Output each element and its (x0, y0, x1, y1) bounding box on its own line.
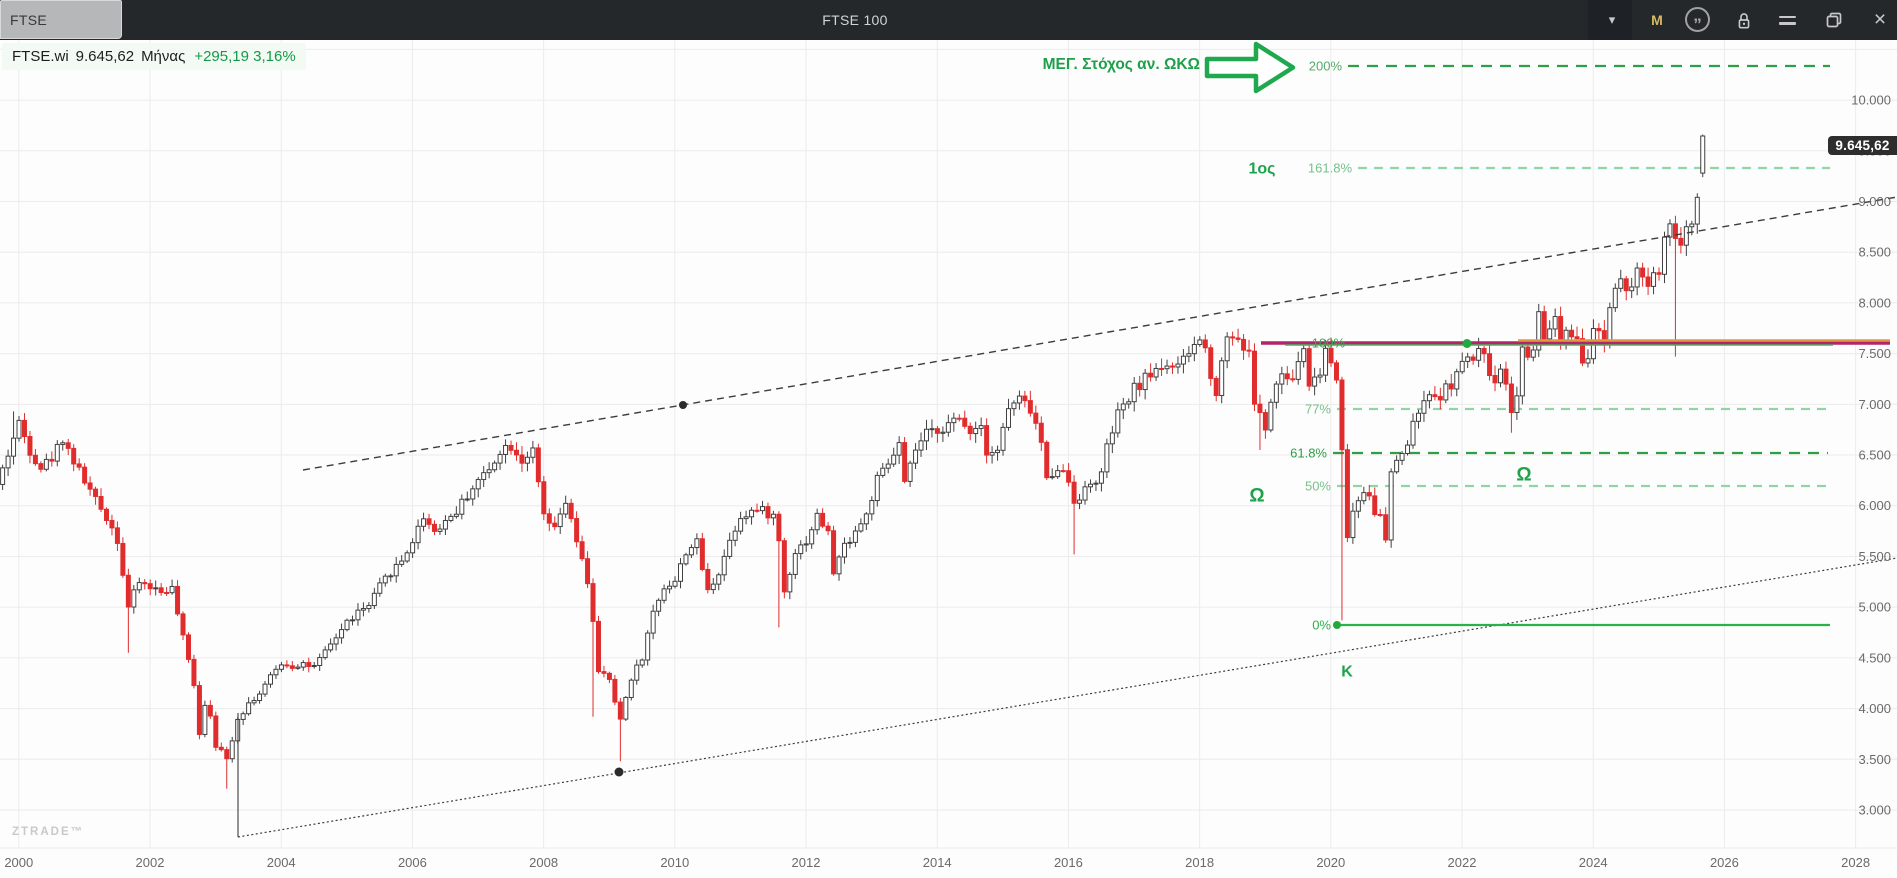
trendlines[interactable] (237, 196, 1897, 838)
time-axis-label: 2010 (660, 855, 689, 870)
quotes-icon[interactable]: ” (1685, 7, 1710, 33)
window-title: FTSE 100 (822, 12, 888, 28)
time-axis-labels: 2000 2002 2004 2006 2008 2010 2012 2014 2016 2018… (4, 855, 1870, 870)
fibonacci-labels: 200% 161.8% 100% 77% 61.8% 50% 0% (1290, 59, 1352, 633)
price-axis-label: 8.000 (1858, 295, 1891, 310)
label-omega-left: Ω (1249, 486, 1264, 507)
label-first-target: 1ος (1249, 161, 1276, 178)
fibonacci-extension-lines[interactable] (1333, 64, 1830, 488)
time-axis-label: 2000 (4, 855, 33, 870)
price-axis-label: 4.500 (1858, 650, 1891, 665)
fib-label-0%: 0% (1312, 618, 1331, 633)
label-kappa: Κ (1341, 664, 1353, 681)
titlebar-dark-segment (1588, 0, 1632, 40)
window-title-bar: FTSE FTSE 100 ▾ M ” × (0, 0, 1897, 40)
overlay-ray-lines[interactable] (1261, 339, 1890, 629)
fib-label-161.8%: 161.8% (1308, 161, 1353, 176)
time-axis-label: 2006 (398, 855, 427, 870)
symbol-period: Μήνας (141, 48, 186, 65)
candlestick-series (0, 134, 1706, 789)
price-axis-label: 7.500 (1858, 346, 1891, 361)
symbol-change: +295,19 (194, 48, 249, 65)
price-axis-label: 9.000 (1858, 194, 1891, 209)
time-axis-label: 2002 (136, 855, 165, 870)
price-axis-labels: 10.0009.5009.0008.5008.0007.5007.0006.50… (1851, 93, 1891, 818)
fib-label-100%: 100% (1312, 336, 1346, 351)
symbol-change-pct: 3,16% (253, 48, 296, 65)
chart-gridlines (0, 40, 1897, 849)
greek-annotation-labels: 1ος Ω Ω Κ (1249, 161, 1532, 681)
price-axis-label: 4.000 (1858, 701, 1891, 716)
price-axis-label: 6.500 (1858, 448, 1891, 463)
price-axis-label: 8.500 (1858, 245, 1891, 260)
platform-watermark: ZTRADE™ (12, 826, 85, 838)
time-axis-label: 2020 (1316, 855, 1345, 870)
symbol-name: FTSE.wi (12, 48, 69, 65)
time-axis-label: 2012 (792, 855, 821, 870)
price-axis-label: 10.000 (1851, 93, 1891, 108)
time-axis-label: 2014 (923, 855, 952, 870)
time-axis-label: 2024 (1579, 855, 1608, 870)
price-axis-label: 3.500 (1858, 752, 1891, 767)
time-axis-label: 2026 (1710, 855, 1739, 870)
restore-window-icon[interactable] (1824, 0, 1844, 40)
time-axis-label: 2016 (1054, 855, 1083, 870)
dropdown-caret-icon[interactable]: ▾ (1608, 12, 1616, 27)
close-icon[interactable]: × (1873, 8, 1887, 31)
fib-label-50%: 50% (1305, 479, 1331, 494)
price-axis-label: 3.000 (1858, 803, 1891, 818)
fib-label-200%: 200% (1309, 59, 1343, 74)
fib-label-61.8%: 61.8% (1290, 446, 1327, 461)
tab-ftse[interactable]: FTSE (0, 0, 122, 39)
fib-label-77%: 77% (1305, 402, 1331, 417)
timeframe-button[interactable]: M (1651, 12, 1663, 28)
target-annotation-text[interactable]: ΜΕΓ. Στόχος αν. ΩΚΩ (1042, 56, 1200, 73)
target-arrow-icon[interactable] (1203, 41, 1298, 100)
price-axis-label: 6.000 (1858, 498, 1891, 513)
symbol-info-chip[interactable]: FTSE.wi 9.645,62 Μήνας +295,19 3,16% (2, 43, 306, 70)
time-axis-label: 2028 (1841, 855, 1870, 870)
menu-icon[interactable] (1777, 0, 1797, 40)
price-axis-label: 5.000 (1858, 600, 1891, 615)
price-axis-label: 7.000 (1858, 397, 1891, 412)
symbol-last-price: 9.645,62 (75, 48, 135, 65)
time-axis-label: 2004 (267, 855, 296, 870)
label-omega-right: Ω (1516, 465, 1531, 486)
time-axis-label: 2022 (1448, 855, 1477, 870)
last-price-axis-badge: 9.645,62 (1828, 136, 1897, 155)
lock-icon[interactable] (1735, 0, 1753, 40)
time-axis-label: 2008 (529, 855, 558, 870)
price-axis-label: 5.500 (1858, 549, 1891, 564)
time-axis-label: 2018 (1185, 855, 1214, 870)
